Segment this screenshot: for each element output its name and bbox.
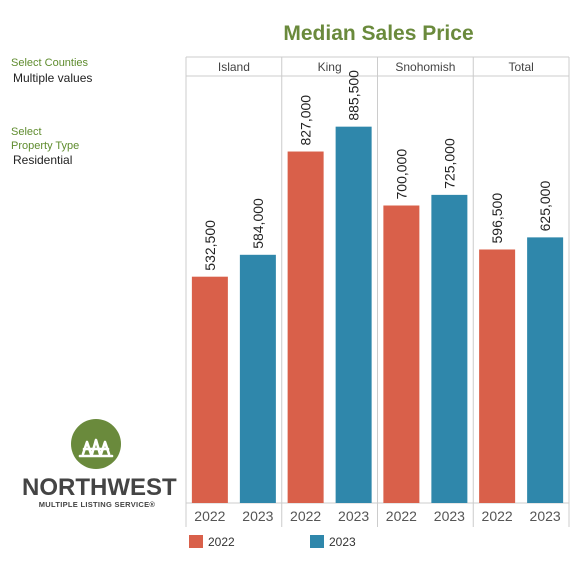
group-header: Total (508, 60, 533, 74)
bar (383, 205, 420, 503)
x-tick-label: 2022 (194, 508, 225, 524)
data-label: 596,500 (489, 193, 505, 244)
bar (431, 194, 468, 503)
x-tick-label: 2023 (530, 508, 561, 524)
bar (335, 126, 372, 503)
group-header: Island (218, 60, 250, 74)
x-tick-label: 2023 (242, 508, 273, 524)
data-label: 827,000 (298, 95, 314, 146)
logo-tree-icon (71, 419, 121, 469)
nwmls-logo: NORTHWEST MULTIPLE LISTING SERVICE® (22, 418, 177, 510)
counties-filter-label: Select Counties (11, 57, 89, 69)
data-label: 625,000 (537, 181, 553, 232)
x-tick-label: 2022 (482, 508, 513, 524)
data-label: 584,000 (250, 198, 266, 249)
chart-title: Median Sales Price (283, 22, 474, 45)
data-label: 885,500 (346, 70, 362, 121)
bar (527, 237, 564, 503)
data-label: 700,000 (393, 149, 409, 200)
bar (239, 254, 276, 503)
x-tick-label: 2022 (386, 508, 417, 524)
legend-swatch (310, 535, 324, 548)
property-type-filter-label-line2: Property Type (11, 140, 80, 152)
bar (191, 276, 228, 503)
group-header: Snohomish (395, 60, 455, 74)
legend-label: 2022 (208, 535, 235, 549)
legend-label: 2023 (329, 535, 356, 549)
bar (479, 249, 516, 503)
x-tick-label: 2022 (290, 508, 321, 524)
legend-swatch (189, 535, 203, 548)
logo-subtitle: MULTIPLE LISTING SERVICE® (38, 500, 156, 509)
data-label: 532,500 (202, 220, 218, 271)
x-tick-label: 2023 (338, 508, 369, 524)
bar (287, 151, 324, 503)
counties-filter-value[interactable]: Multiple values (13, 71, 93, 85)
group-header: King (318, 60, 342, 74)
data-label: 725,000 (441, 138, 457, 189)
property-type-filter-value[interactable]: Residential (13, 153, 73, 167)
property-type-filter-label-line1: Select (11, 126, 42, 138)
x-tick-label: 2023 (434, 508, 465, 524)
logo-name: NORTHWEST (22, 474, 177, 501)
